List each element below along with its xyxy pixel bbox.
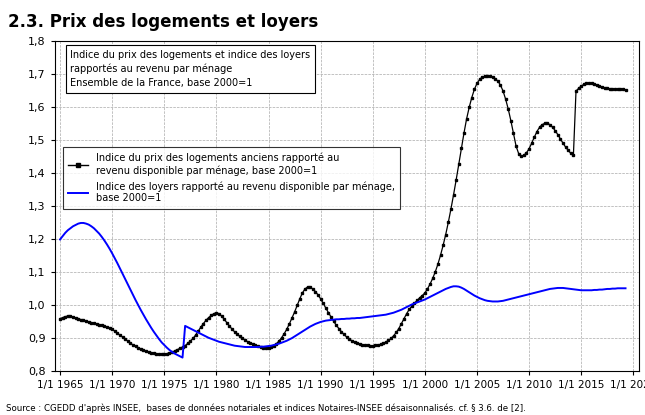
Text: 2.3. Prix des logements et loyers: 2.3. Prix des logements et loyers	[8, 13, 318, 31]
Legend: Indice du prix des logements anciens rapporté au
revenu disponible par ménage, b: Indice du prix des logements anciens rap…	[63, 147, 401, 209]
Text: Indice du prix des logements et indice des loyers
rapportés au revenu par ménage: Indice du prix des logements et indice d…	[70, 50, 311, 88]
Text: Source : CGEDD d'après INSEE,  bases de données notariales et indices Notaires-I: Source : CGEDD d'après INSEE, bases de d…	[6, 403, 526, 413]
